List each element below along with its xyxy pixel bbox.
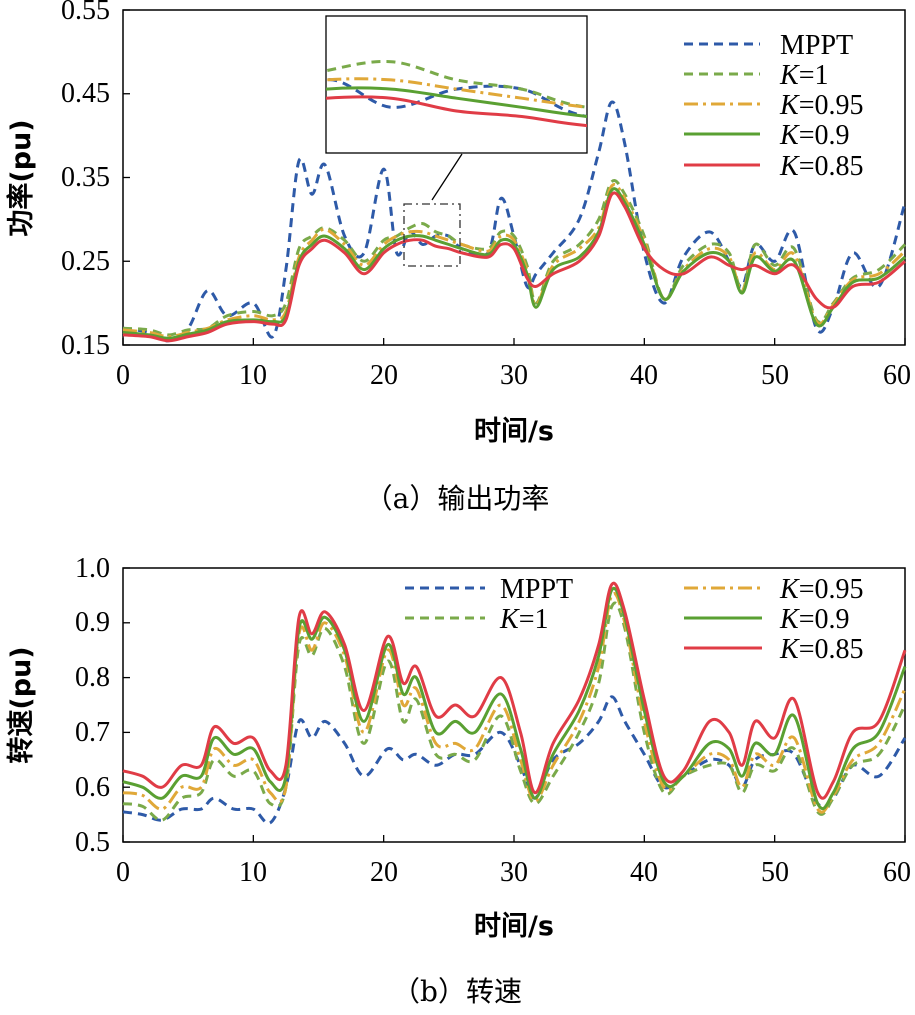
y-tick-label: 0.9 (75, 607, 110, 638)
inset-series-lines (326, 59, 587, 128)
y-tick-label: 0.8 (75, 662, 110, 693)
x-tick-label: 30 (500, 360, 528, 391)
legend-label-mppt: MPPT (500, 574, 573, 605)
y-tick-labels-b: 0.5 0.6 0.7 0.8 0.9 1.0 (75, 553, 110, 858)
series-line-k-1 (122, 179, 907, 337)
zoom-connector (431, 153, 463, 201)
legend-label-k095: K=0.95 (779, 574, 863, 605)
legend-label-k1: K=1 (779, 60, 828, 91)
legend-label-k085: K=0.85 (779, 151, 863, 182)
grid-b (122, 567, 906, 843)
y-tick-label: 0.55 (61, 0, 110, 26)
x-tick-label: 50 (761, 857, 789, 888)
inset-line-k-1 (326, 59, 587, 109)
x-tick-labels-a: 0 10 20 30 40 50 60 (116, 360, 911, 391)
y-tick-label: 1.0 (75, 553, 110, 584)
x-axis-label-a: 时间/s (474, 416, 554, 447)
series-lines-b (122, 581, 907, 825)
x-tick-labels-b: 0 10 20 30 40 50 60 (116, 857, 911, 888)
x-tick-label: 60 (883, 360, 911, 391)
series-line-k-1 (122, 601, 907, 822)
inset-line-k-0-9 (326, 86, 587, 119)
y-tick-label: 0.7 (75, 717, 110, 748)
series-lines-a (122, 100, 907, 343)
inset-frame (325, 15, 588, 154)
y-tick-label: 0.6 (75, 772, 110, 803)
x-tick-label: 50 (761, 360, 789, 391)
legend-label-k09: K=0.9 (779, 604, 849, 635)
y-axis-label-a: 功率(pu) (5, 119, 37, 236)
x-tick-label: 30 (500, 857, 528, 888)
series-line-k-0-9 (122, 187, 906, 340)
x-tick-label: 40 (630, 857, 658, 888)
x-tick-label: 20 (370, 857, 398, 888)
x-tick-label: 0 (116, 857, 130, 888)
legend-b: MPPT K=1 K=0.95 K=0.9 K=0.85 (405, 574, 863, 665)
y-tick-label: 0.35 (61, 162, 110, 193)
caption-a: （a）输出功率 (365, 482, 550, 515)
y-tick-label: 0.25 (61, 246, 110, 277)
series-line-k-0-85 (122, 581, 907, 800)
x-tick-label: 10 (239, 857, 267, 888)
y-axis-label-b: 转速(pu) (6, 646, 37, 763)
x-tick-label: 60 (883, 857, 911, 888)
y-tick-labels-a: 0.15 0.25 0.35 0.45 0.55 (61, 0, 110, 361)
panel-a: 0.15 0.25 0.35 0.45 0.55 0 10 20 30 40 5… (5, 0, 911, 515)
series-line-mppt (122, 695, 907, 825)
series-line-k-0-9 (122, 586, 907, 811)
x-axis-label-b: 时间/s (474, 911, 554, 942)
x-tick-label: 0 (116, 360, 130, 391)
y-tick-label: 0.5 (75, 827, 110, 858)
y-tick-label: 0.45 (61, 78, 110, 109)
legend-label-mppt: MPPT (780, 30, 853, 61)
legend-a: MPPT K=1 K=0.95 K=0.9 K=0.85 (684, 30, 863, 182)
legend-label-k1: K=1 (499, 604, 548, 635)
x-tick-label: 20 (370, 360, 398, 391)
inset-line-k-0-85 (326, 95, 587, 128)
legend-label-k095: K=0.95 (779, 90, 863, 121)
caption-b: （b）转速 (392, 975, 522, 1008)
x-tick-label: 10 (239, 360, 267, 391)
panel-b: 0.5 0.6 0.7 0.8 0.9 1.0 0 10 20 30 40 50… (6, 553, 911, 1008)
x-tick-label: 40 (630, 360, 658, 391)
zoom-region-box (403, 203, 461, 267)
series-line-k-0-95 (122, 183, 907, 339)
y-tick-label: 0.15 (61, 330, 110, 361)
series-line-k-0-95 (122, 592, 907, 814)
series-line-k-0-85 (122, 191, 906, 343)
grid-a (122, 9, 906, 346)
legend-label-k09: K=0.9 (779, 120, 849, 151)
legend-label-k085: K=0.85 (779, 634, 863, 665)
